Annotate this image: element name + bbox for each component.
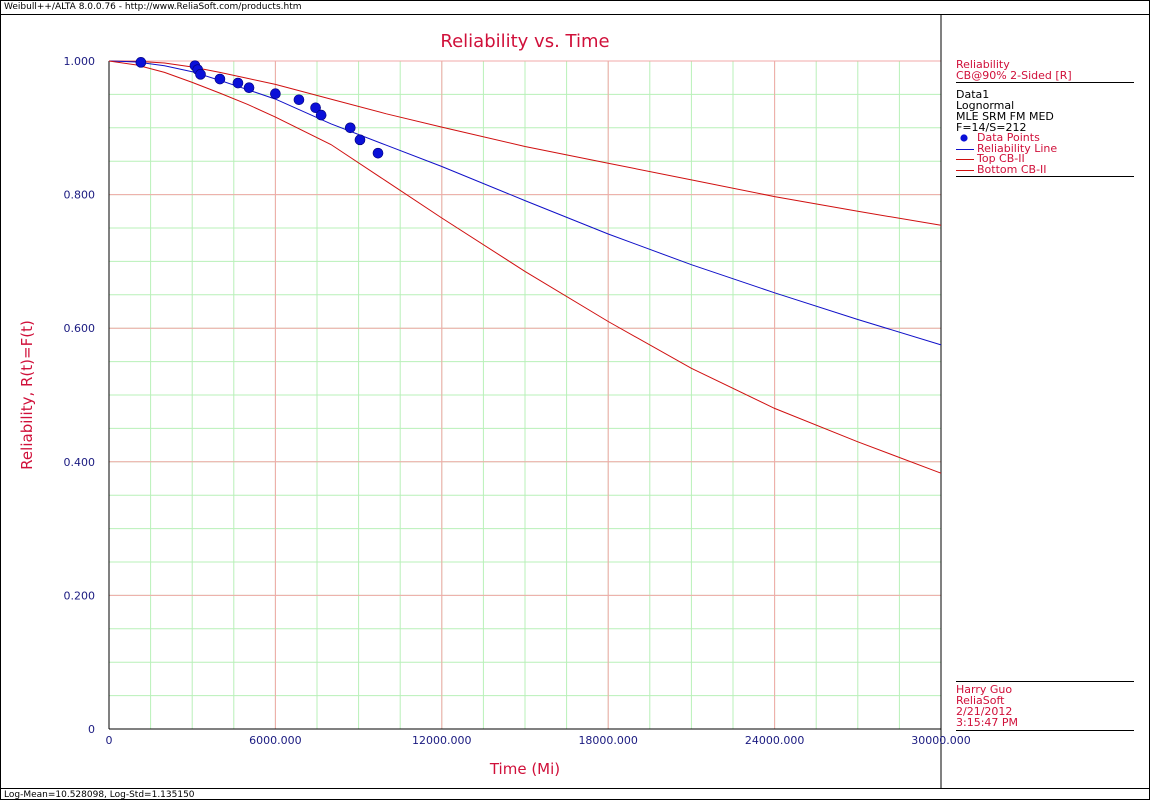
x-tick-label: 30000.000 <box>911 734 971 747</box>
y-tick-label: 0.800 <box>64 189 96 202</box>
data-point <box>270 88 281 100</box>
header-rule <box>1 14 1150 15</box>
x-tick-label: 24000.000 <box>745 734 805 747</box>
major-grid <box>108 15 942 788</box>
data-point <box>354 134 366 146</box>
legend-distribution: Lognormal <box>956 99 1015 112</box>
legend-item-bottom-cb: Bottom CB-II <box>956 162 1134 176</box>
red-line-icon <box>956 159 974 160</box>
data-point <box>243 82 255 94</box>
signature-separator <box>956 730 1134 731</box>
data-point <box>372 147 384 159</box>
data-point <box>214 73 226 85</box>
legend-separator <box>956 176 1134 177</box>
legend-counts: F=14/S=212 <box>956 121 1027 134</box>
x-tick-label: 12000.000 <box>412 734 472 747</box>
blue-line-icon <box>956 148 974 150</box>
legend-separator <box>956 82 1134 83</box>
legend-label: Reliability Line <box>977 141 1058 155</box>
legend-label: Top CB-II <box>977 152 1025 165</box>
y-tick-labels: 0 0.200 0.400 0.600 0.800 1.000 <box>64 55 96 736</box>
data-point <box>232 77 244 89</box>
data-points-layer <box>135 57 384 159</box>
legend-bounds-label: CB@90% 2-Sided [R] <box>956 69 1072 82</box>
signature-user: Harry Guo <box>956 683 1013 696</box>
data-point <box>310 102 321 114</box>
signature-date: 2/21/2012 <box>956 705 1013 718</box>
y-tick-label: 0.400 <box>64 456 96 469</box>
bottom-cb-ii-line <box>108 60 942 474</box>
legend-method: MLE SRM FM MED <box>956 110 1054 123</box>
reliability-line-line <box>108 60 942 346</box>
minor-grid <box>108 60 942 730</box>
data-point <box>135 57 147 68</box>
data-point <box>293 94 305 106</box>
top-cb-ii-line <box>108 60 942 226</box>
status-bar: Log-Mean=10.528098, Log-Std=1.135150 <box>4 790 195 800</box>
data-point <box>344 122 356 134</box>
x-tick-label: 18000.000 <box>578 734 638 747</box>
signature-company: ReliaSoft <box>956 694 1005 707</box>
signature-time: 3:15:47 PM <box>956 716 1019 729</box>
legend-dataset: Data1 <box>956 88 990 101</box>
x-axis-title: Time (Mi) <box>489 760 560 778</box>
data-point <box>195 69 206 80</box>
y-tick-label: 0.200 <box>64 589 96 602</box>
legend-item-data-points: Data Points <box>956 131 1134 144</box>
y-tick-label: 0.600 <box>64 322 96 335</box>
chart-title: Reliability vs. Time <box>440 31 609 52</box>
y-axis-title: Reliability, R(t)=F(t) <box>18 320 36 470</box>
filled-circle-icon <box>960 134 968 142</box>
legend-item-top-cb: Top CB-II <box>956 152 1134 165</box>
red-line-icon <box>956 169 974 171</box>
y-tick-label: 0 <box>88 723 95 736</box>
x-tick-label: 0 <box>106 734 113 747</box>
signature-panel: Harry Guo ReliaSoft 2/21/2012 3:15:47 PM <box>956 681 1134 731</box>
x-tick-label: 6000.000 <box>249 734 302 747</box>
window-title: Weibull++/ALTA 8.0.0.76 - http://www.Rel… <box>4 2 302 12</box>
signature-separator <box>956 681 1134 682</box>
y-tick-label: 1.000 <box>64 55 96 68</box>
data-point <box>315 109 327 121</box>
x-tick-labels: 0 6000.000 12000.000 18000.000 24000.000 3000… <box>106 734 971 747</box>
legend-label: Bottom CB-II <box>977 162 1047 176</box>
footer-rule <box>1 788 1150 789</box>
legend-header: Reliability <box>956 58 1010 71</box>
series-layer <box>108 60 942 474</box>
legend-label: Data Points <box>977 131 1040 144</box>
legend-panel: Reliability CB@90% 2-Sided [R] Data1 Log… <box>956 59 1134 177</box>
legend-item-reliability-line: Reliability Line <box>956 141 1134 155</box>
